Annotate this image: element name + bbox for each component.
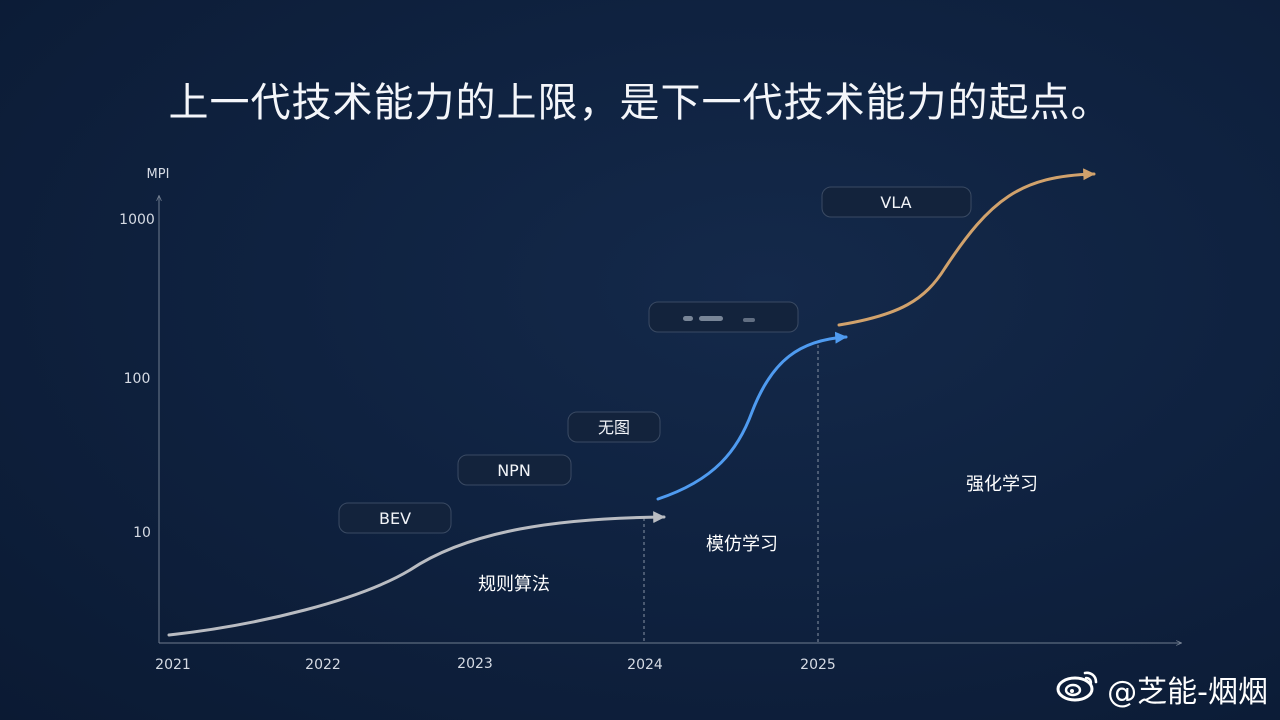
weibo-icon bbox=[1055, 667, 1101, 711]
y-tick-label: 1000 bbox=[119, 212, 155, 228]
page-title: 上一代技术能力的上限，是下一代技术能力的起点。 bbox=[168, 80, 1112, 126]
x-tick-label: 2021 bbox=[155, 657, 191, 673]
watermark: @芝能-烟烟 bbox=[1055, 668, 1268, 710]
milestone-label: NPN bbox=[497, 461, 531, 480]
y-tick-label: 100 bbox=[124, 371, 151, 387]
phase-label-rule-based: 规则算法 bbox=[478, 574, 550, 595]
series-line-reinforcement bbox=[837, 168, 1096, 327]
redacted-text-blur bbox=[683, 316, 755, 322]
x-tick-label: 2022 bbox=[305, 657, 341, 673]
phase-label-imitation: 模仿学习 bbox=[706, 534, 778, 555]
milestone-pill-bev: BEV bbox=[338, 502, 452, 534]
y-axis-label: MPI bbox=[147, 167, 170, 182]
milestone-pill-mapless: 无图 bbox=[567, 411, 661, 443]
series-line-rule-based bbox=[167, 511, 666, 637]
milestone-pill-vla: VLA bbox=[821, 186, 972, 218]
watermark-text: @芝能-烟烟 bbox=[1107, 675, 1268, 710]
x-tick-label: 2023 bbox=[457, 656, 493, 672]
milestone-pill-blurred bbox=[648, 301, 799, 333]
phase-label-reinforcement: 强化学习 bbox=[966, 474, 1038, 495]
x-tick-label: 2025 bbox=[800, 657, 836, 673]
milestone-label: BEV bbox=[379, 509, 411, 528]
series-line-imitation bbox=[656, 331, 848, 501]
milestone-pill-npn: NPN bbox=[457, 454, 572, 486]
x-tick-label: 2024 bbox=[627, 657, 663, 673]
milestone-label: 无图 bbox=[598, 418, 630, 437]
milestone-label: VLA bbox=[880, 193, 911, 212]
y-tick-label: 10 bbox=[133, 525, 151, 541]
